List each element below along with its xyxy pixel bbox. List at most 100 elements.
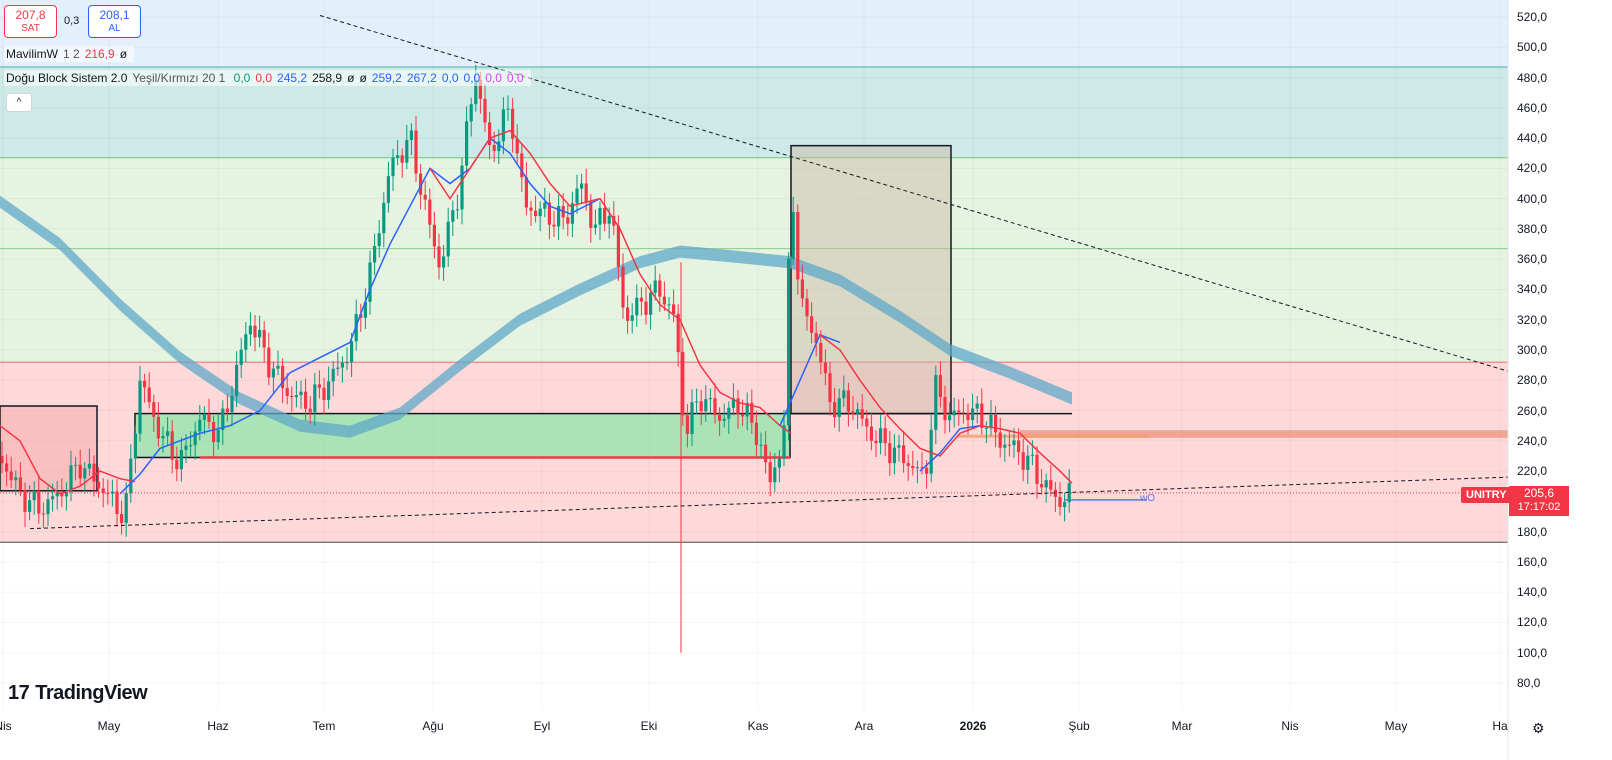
candle-body [869,426,873,441]
candle-body [147,387,151,403]
indicator-value: 259,2 [371,71,402,85]
time-tick: Nis [1281,719,1299,733]
candle-body [713,398,717,416]
candle-body [377,233,381,247]
candle-body [202,413,206,420]
candle-body [819,343,823,363]
candle-body [281,365,285,389]
candle-body [557,206,561,227]
candle-body [676,313,680,353]
candle-body [865,418,869,427]
candle-body [455,209,459,211]
candle-body [920,467,924,469]
candle-body [359,314,363,318]
candle-body [161,435,165,439]
candle-body [952,410,956,416]
candle-body [552,224,556,227]
candle-body [635,297,639,316]
candle-body [662,296,666,305]
candle-body [51,496,55,500]
candle-body [216,429,220,443]
candle-body [727,407,731,419]
candle-body [902,445,906,464]
candle-body [207,413,211,423]
candle-body [294,395,298,398]
candle-body [501,109,505,142]
indicator-value: 0,0 [485,71,502,85]
symbol-label: UNITRY [1461,487,1512,503]
candle-body [616,225,620,267]
candle-body [317,384,321,388]
logo-text: TradingView [35,682,148,704]
candle-body [892,447,896,464]
candle-body [469,104,473,122]
candle-body [1003,444,1007,448]
candle-body [856,409,860,414]
candle-body [851,411,855,414]
time-tick: Ara [854,719,874,733]
buy-button[interactable]: 208,1 AL [88,5,141,38]
indicator-value: 0,0 [255,71,273,85]
candle-body [570,203,574,224]
candle-body [690,402,694,434]
indicator-params: 1 2 [63,47,80,61]
candle-body [120,514,124,523]
last-price: 205,6 [1523,486,1555,500]
candle-body [1049,480,1053,490]
legend-dogu-block[interactable]: Doğu Block Sistem 2.0 Yeşil/Kırmızı 20 1 … [4,70,531,86]
candle-body [143,380,147,388]
candle-body [465,121,469,166]
settings-icon[interactable]: ⚙ [1532,720,1545,736]
block-box-tall [790,144,952,415]
candle-body [989,414,993,428]
candle-body [681,352,685,416]
time-tick: Ağu [422,719,444,733]
legend-mavilimw[interactable]: MavilimW 1 2 216,9 ø [4,46,135,62]
candle-body [350,341,354,363]
candle-body [5,463,9,472]
candle-body [32,490,36,501]
candle-body [276,365,280,369]
indicator-value: 245,2 [277,71,308,85]
candle-body [129,458,133,494]
price-tick: 320,0 [1517,312,1548,327]
candle-body [805,298,809,317]
tv-mark-icon: 17 [8,682,30,704]
candle-body [980,403,984,428]
indicator-params: Yeşil/Kırmızı 20 1 [132,71,226,85]
candle-body [437,246,441,268]
candle-body [685,415,689,434]
candle-body [170,431,174,460]
candle-body [9,471,13,481]
candle-body [934,375,938,430]
candle-body [488,122,492,146]
price-tick: 80,0 [1517,676,1541,690]
candle-body [639,297,643,302]
candle-body [115,491,119,515]
candle-body [340,362,344,368]
candle-body [897,445,901,448]
trendline-up [29,476,1509,530]
time-tick: Mar [1171,719,1193,733]
price-tick: 360,0 [1517,252,1548,267]
price-tick: 180,0 [1517,524,1548,539]
indicator-value: ø [359,71,367,85]
indicator-name: MavilimW [6,47,58,61]
candle-body [860,409,864,419]
chevron-up-icon[interactable]: ^ [6,93,32,112]
sell-label: SAT [21,23,40,34]
candle-body [971,408,975,421]
indicator-value: 216,9 [84,47,115,61]
candle-body [731,398,735,408]
time-tick: Ha [1492,719,1508,733]
sell-button[interactable]: 207,8 SAT [4,5,57,38]
candle-body [704,399,708,412]
price-tick: 420,0 [1517,161,1548,176]
candle-body [534,210,538,217]
candle-body [938,375,942,398]
candle-body [1021,452,1025,470]
candle-body [524,177,528,208]
indicator-value: 258,9 [312,71,343,85]
candle-body [621,266,625,308]
